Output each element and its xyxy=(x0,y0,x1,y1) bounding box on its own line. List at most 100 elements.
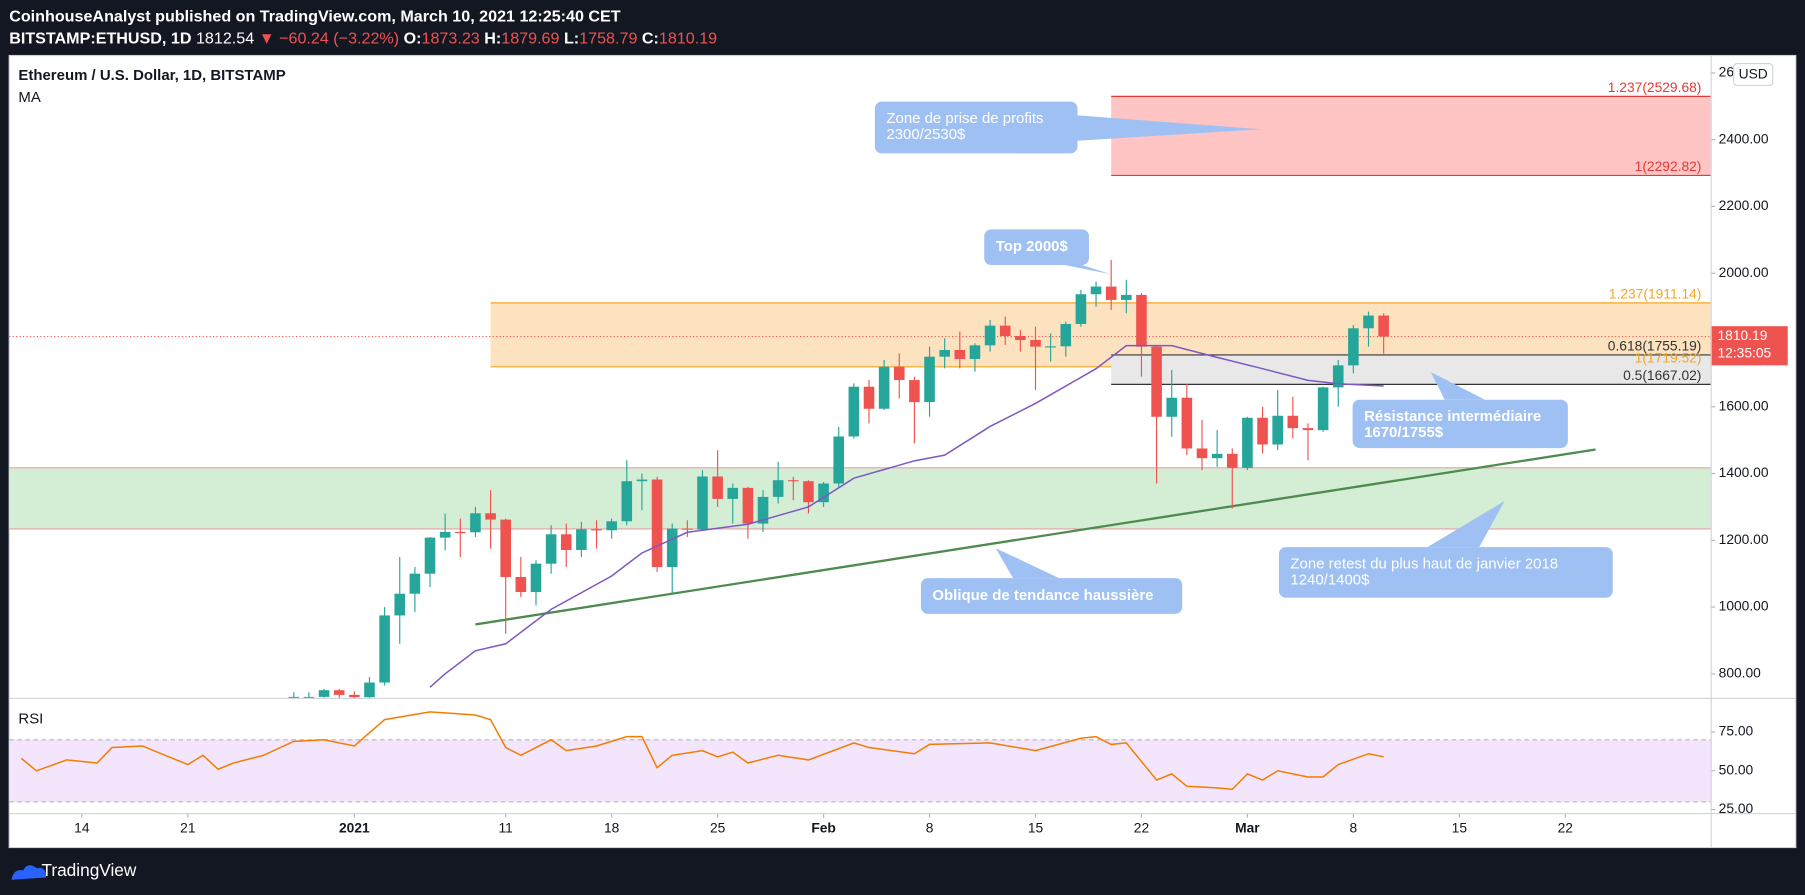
callout-text: Zone de prise de profits xyxy=(886,110,1043,127)
candle-body xyxy=(454,531,466,534)
footer xyxy=(0,848,1805,895)
candle-body xyxy=(1045,346,1056,348)
y-tick-label: 1200.00 xyxy=(1719,531,1769,547)
countdown: 12:35:05 xyxy=(1718,344,1772,360)
fib-label: 1.237(2529.68) xyxy=(1608,79,1702,95)
x-tick-label: Feb xyxy=(811,820,836,836)
rsi-line xyxy=(20,711,1384,791)
callout-pointer xyxy=(1427,501,1505,548)
candle-body xyxy=(470,513,481,533)
last-price: 1812.54 xyxy=(196,30,254,48)
candle-body xyxy=(1242,417,1253,468)
candle-body xyxy=(560,534,572,550)
ohlc-label: C: xyxy=(642,30,659,48)
x-tick-label: 22 xyxy=(1558,820,1573,836)
candle-body xyxy=(757,496,769,524)
candle-body xyxy=(682,528,693,530)
x-tick-label: 18 xyxy=(604,820,620,836)
candle-body xyxy=(1363,315,1374,329)
x-tick-label: 8 xyxy=(926,820,934,836)
candle-body xyxy=(288,696,300,698)
candle-body xyxy=(803,481,814,503)
candle-body xyxy=(999,325,1011,336)
candle-body xyxy=(1105,286,1117,300)
candle-body xyxy=(1211,453,1223,459)
callout-text: 2300/2530$ xyxy=(886,126,966,143)
candle-body xyxy=(1030,339,1041,347)
zone xyxy=(9,467,1711,529)
ma-legend: MA xyxy=(18,89,40,106)
x-tick-label: 22 xyxy=(1134,820,1149,836)
ohlc-value: 1873.23 xyxy=(422,30,480,48)
symbol: BITSTAMP:ETHUSD, 1D xyxy=(9,30,191,48)
candle-body xyxy=(1317,387,1329,431)
callout-text: 1670/1755$ xyxy=(1364,424,1444,441)
fib-label: 0.618(1755.19) xyxy=(1608,338,1702,354)
callout-pointer xyxy=(1430,372,1485,400)
x-tick-label: 8 xyxy=(1350,820,1358,836)
candle-body xyxy=(500,519,512,578)
candle-body xyxy=(530,563,542,593)
fib-label: 0.5(1667.02) xyxy=(1623,367,1701,383)
ohlc-label: L: xyxy=(564,30,579,48)
candle-body xyxy=(848,386,860,437)
rsi-legend: RSI xyxy=(18,711,43,728)
candle-body xyxy=(333,690,345,695)
y-tick-label: 2000.00 xyxy=(1719,264,1769,280)
candle-body xyxy=(712,476,723,499)
price-badge-value: 1810.19 xyxy=(1718,327,1768,343)
published: CoinhouseAnalyst published on TradingVie… xyxy=(9,8,621,26)
candle-body xyxy=(636,479,648,482)
candle-body xyxy=(1121,294,1132,300)
callout xyxy=(984,229,1089,266)
published-line: CoinhouseAnalyst published on TradingVie… xyxy=(9,8,621,26)
x-tick-label: 11 xyxy=(499,820,513,836)
candle-body xyxy=(893,366,905,381)
x-tick-label: 15 xyxy=(1028,820,1044,836)
fib-label: 1.237(1911.14) xyxy=(1609,285,1702,301)
candle-body xyxy=(1332,365,1344,388)
overlay: 1.237(2529.68) 1(2292.82) 1.237(1911.14) 1(… xyxy=(74,63,1788,836)
rsi-band xyxy=(9,739,1711,802)
rsi-pane xyxy=(9,711,1711,803)
candle-body xyxy=(1226,453,1238,468)
candle-body xyxy=(379,615,390,683)
candle-body xyxy=(833,436,845,484)
candle-body xyxy=(697,476,708,530)
ohlc-value: 1810.19 xyxy=(659,30,717,48)
ohlc-label: O: xyxy=(404,30,422,48)
callout xyxy=(920,578,1183,614)
callout-text: Oblique de tendance haussière xyxy=(932,587,1153,604)
candle-body xyxy=(727,487,739,499)
fib-label: 1(1719.52) xyxy=(1635,349,1702,365)
candle-body xyxy=(1196,448,1208,459)
candle-body xyxy=(576,529,587,550)
ma-line xyxy=(429,344,1384,688)
callout-text: Top 2000$ xyxy=(996,238,1069,255)
change: ▼ −60.24 (−3.22%) xyxy=(259,30,399,48)
fib-label: 1(2292.82) xyxy=(1635,158,1702,174)
callout-text: Résistance intermédiaire xyxy=(1364,408,1541,425)
logo xyxy=(11,865,47,880)
candle-body xyxy=(939,349,950,357)
price-badge xyxy=(1710,326,1788,366)
candle-body xyxy=(424,537,436,574)
ohlc-value: 1758.79 xyxy=(579,30,637,48)
candle-body xyxy=(591,529,602,531)
candle-body xyxy=(878,366,890,409)
candle-body xyxy=(1181,397,1193,449)
currency-badge xyxy=(1733,63,1774,87)
symbol-line: BITSTAMP:ETHUSD, 1D 1812.54 ▼ −60.24 (−3… xyxy=(9,30,717,48)
rsi-y-tick-label: 75.00 xyxy=(1719,723,1754,739)
y-tick-label: 800.00 xyxy=(1719,664,1762,680)
x-tick-label: 14 xyxy=(74,820,90,836)
chart-title: Ethereum / U.S. Dollar, 1D, BITSTAMP xyxy=(18,67,285,84)
y-tick-label: 2400.00 xyxy=(1719,130,1769,146)
x-tick-label: 15 xyxy=(1452,820,1468,836)
x-tick-label: 21 xyxy=(180,820,195,836)
candle-body xyxy=(1060,323,1072,347)
ohlc-label: H: xyxy=(484,30,501,48)
candle-body xyxy=(924,356,935,403)
candle-body xyxy=(394,593,406,616)
candle-body xyxy=(409,573,421,594)
